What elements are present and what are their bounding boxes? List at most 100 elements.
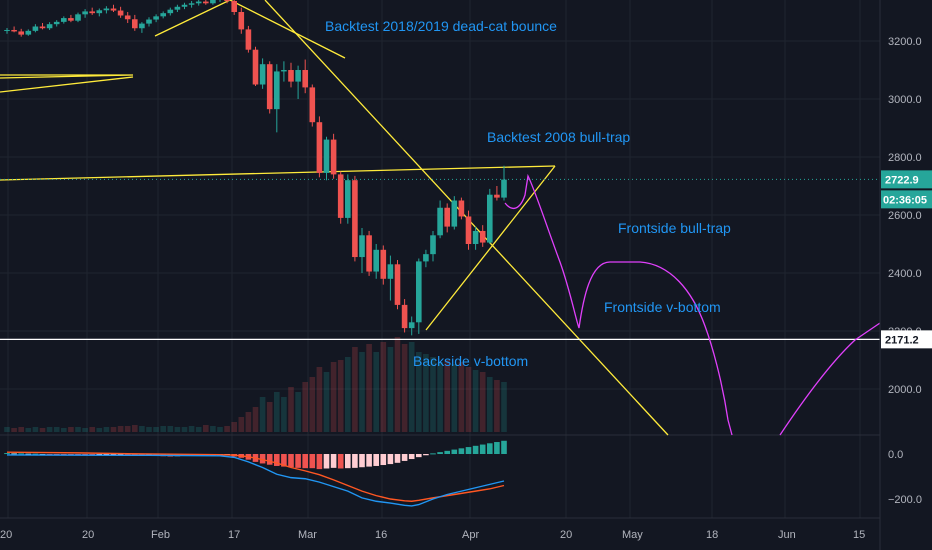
time-tick-label: Jun — [778, 529, 796, 541]
candle-body — [401, 304, 408, 329]
macd-histogram-bar — [337, 454, 344, 469]
annotation-label[interactable]: Backtest 2008 bull-trap — [487, 129, 630, 145]
candle-body — [132, 19, 138, 29]
macd-histogram-bar — [330, 454, 337, 468]
annotation-label[interactable]: Frontside v-bottom — [604, 299, 721, 315]
candle-body — [394, 264, 401, 305]
volume-bar — [82, 428, 88, 432]
candle-body — [458, 200, 465, 217]
candle-body — [309, 87, 316, 123]
price-tick-label: 3200.0 — [888, 36, 922, 48]
macd-histogram-bar — [18, 453, 24, 455]
macd-histogram-bar — [25, 453, 32, 455]
candle-body — [345, 180, 351, 218]
trendline — [0, 165, 556, 181]
candle-body — [330, 139, 337, 175]
candle-body — [416, 261, 422, 323]
candle-body — [224, 0, 230, 1]
candle-body — [82, 11, 88, 15]
macd-histogram-bar — [465, 447, 472, 454]
price-tick-label: 2000.0 — [888, 384, 922, 396]
candle-body — [68, 18, 74, 21]
volume-bar — [39, 428, 46, 432]
price-tick-label: 2400.0 — [888, 268, 922, 280]
macd-histogram-bar — [323, 454, 330, 469]
candle-body — [61, 18, 67, 22]
last-price-tag — [881, 170, 932, 189]
macd-histogram-bar — [373, 454, 379, 466]
volume-bars — [4, 337, 507, 432]
candle-body — [195, 1, 202, 4]
candle-body — [32, 26, 39, 31]
macd-histogram-bar — [110, 454, 117, 455]
candle-body — [110, 8, 117, 11]
macd-histogram-bar — [401, 454, 408, 461]
macd-histogram-bar — [352, 454, 358, 468]
annotation-label[interactable]: Backtest 2018/2019 dead-cat bounce — [325, 18, 557, 34]
volume-bar — [210, 426, 216, 432]
candle-body — [288, 70, 294, 82]
macd-histogram-bar — [124, 454, 131, 455]
candle-body — [479, 230, 486, 243]
volume-bar — [423, 354, 429, 432]
candle-body — [146, 19, 152, 24]
volume-bar — [160, 426, 166, 432]
volume-bar — [295, 392, 301, 432]
volume-bar — [224, 426, 230, 432]
volume-bar — [132, 425, 138, 432]
macd-histogram-bar — [494, 442, 500, 454]
candle-body — [203, 1, 209, 4]
price-tick-label: 3000.0 — [888, 94, 922, 106]
candle-body — [352, 180, 358, 258]
candle-body — [437, 207, 443, 236]
candle-body — [4, 29, 10, 31]
volume-bar — [89, 427, 95, 432]
candle-body — [494, 194, 500, 198]
volume-bar — [68, 427, 74, 432]
trendline — [0, 76, 134, 93]
projection-drawings — [504, 173, 881, 436]
macd-histogram-bar — [11, 453, 17, 455]
macd-histogram-bar — [394, 454, 401, 463]
macd-histogram-bar — [366, 454, 372, 467]
macd-histogram-bar — [472, 445, 479, 454]
candle-body — [323, 139, 330, 173]
volume-bar — [458, 362, 465, 432]
countdown-value: 02:36:05 — [883, 194, 927, 206]
volume-bar — [437, 362, 443, 432]
macd-tick-label: −200.0 — [888, 494, 922, 506]
volume-bar — [380, 342, 387, 432]
macd-histogram-bar — [444, 450, 450, 454]
macd-histogram-bar — [408, 454, 415, 460]
volume-bar — [25, 428, 32, 432]
macd-histogram-bar — [437, 452, 443, 454]
time-tick-label: 15 — [853, 529, 865, 541]
trendline — [229, 0, 346, 59]
volume-bar — [139, 426, 145, 432]
candle-body — [89, 11, 95, 14]
volume-bar — [124, 426, 131, 432]
volume-bar — [195, 427, 202, 432]
macd-histogram-bar — [4, 453, 10, 455]
candle-body — [238, 12, 245, 30]
volume-bar — [444, 360, 450, 432]
candle-body — [252, 49, 259, 85]
volume-bar — [394, 337, 401, 432]
volume-bar — [174, 427, 181, 432]
candle-body — [281, 70, 287, 72]
price-tick-label: 2600.0 — [888, 210, 922, 222]
candle-body — [160, 13, 166, 17]
volume-bar — [103, 427, 110, 432]
volume-bar — [32, 427, 39, 432]
volume-bar — [53, 427, 60, 432]
annotation-label[interactable]: Frontside bull-trap — [618, 220, 731, 236]
annotation-label[interactable]: Backside v-bottom — [413, 353, 528, 369]
volume-bar — [259, 397, 266, 432]
candle-body — [139, 23, 145, 29]
volume-bar — [281, 397, 287, 432]
volume-bar — [337, 360, 344, 432]
volume-bar — [167, 426, 174, 432]
volume-bar — [487, 377, 493, 432]
volume-bar — [352, 347, 358, 432]
